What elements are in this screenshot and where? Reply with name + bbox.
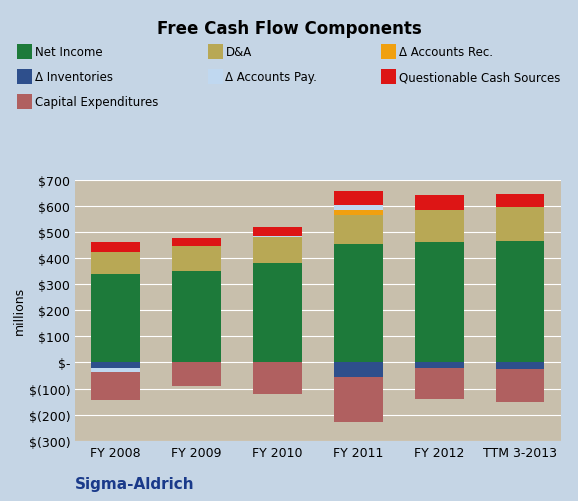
Text: Δ Inventories: Δ Inventories (35, 71, 113, 84)
Y-axis label: millions: millions (13, 287, 26, 335)
Bar (415, 368, 464, 399)
Text: Δ Accounts Pay.: Δ Accounts Pay. (225, 71, 317, 84)
Bar (253, 264, 302, 363)
Bar (334, 363, 383, 377)
Bar (415, 243, 464, 363)
Bar (253, 236, 302, 237)
Bar (334, 377, 383, 423)
Text: Free Cash Flow Components: Free Cash Flow Components (157, 20, 421, 38)
Bar (91, 274, 140, 363)
Bar (334, 211, 383, 215)
Bar (91, 243, 140, 252)
Text: Questionable Cash Sources: Questionable Cash Sources (399, 71, 560, 84)
Bar (415, 210, 464, 243)
Bar (172, 247, 221, 272)
Text: Δ Accounts Rec.: Δ Accounts Rec. (399, 46, 493, 59)
Bar (172, 272, 221, 363)
Bar (91, 363, 140, 368)
Bar (334, 244, 383, 363)
Bar (172, 239, 221, 247)
Bar (496, 363, 544, 369)
Bar (334, 215, 383, 244)
Text: Sigma-Aldrich: Sigma-Aldrich (75, 476, 195, 491)
Text: Capital Expenditures: Capital Expenditures (35, 96, 158, 109)
Bar (334, 191, 383, 205)
Text: D&A: D&A (225, 46, 251, 59)
Bar (253, 227, 302, 236)
Bar (172, 363, 221, 386)
Text: Net Income: Net Income (35, 46, 102, 59)
Bar (253, 237, 302, 264)
Bar (415, 363, 464, 368)
Bar (334, 205, 383, 211)
Bar (415, 196, 464, 210)
Bar (496, 369, 544, 402)
Bar (91, 368, 140, 372)
Bar (496, 208, 544, 241)
Bar (91, 252, 140, 274)
Bar (496, 195, 544, 208)
Bar (496, 241, 544, 363)
Bar (91, 372, 140, 400)
Bar (253, 363, 302, 394)
